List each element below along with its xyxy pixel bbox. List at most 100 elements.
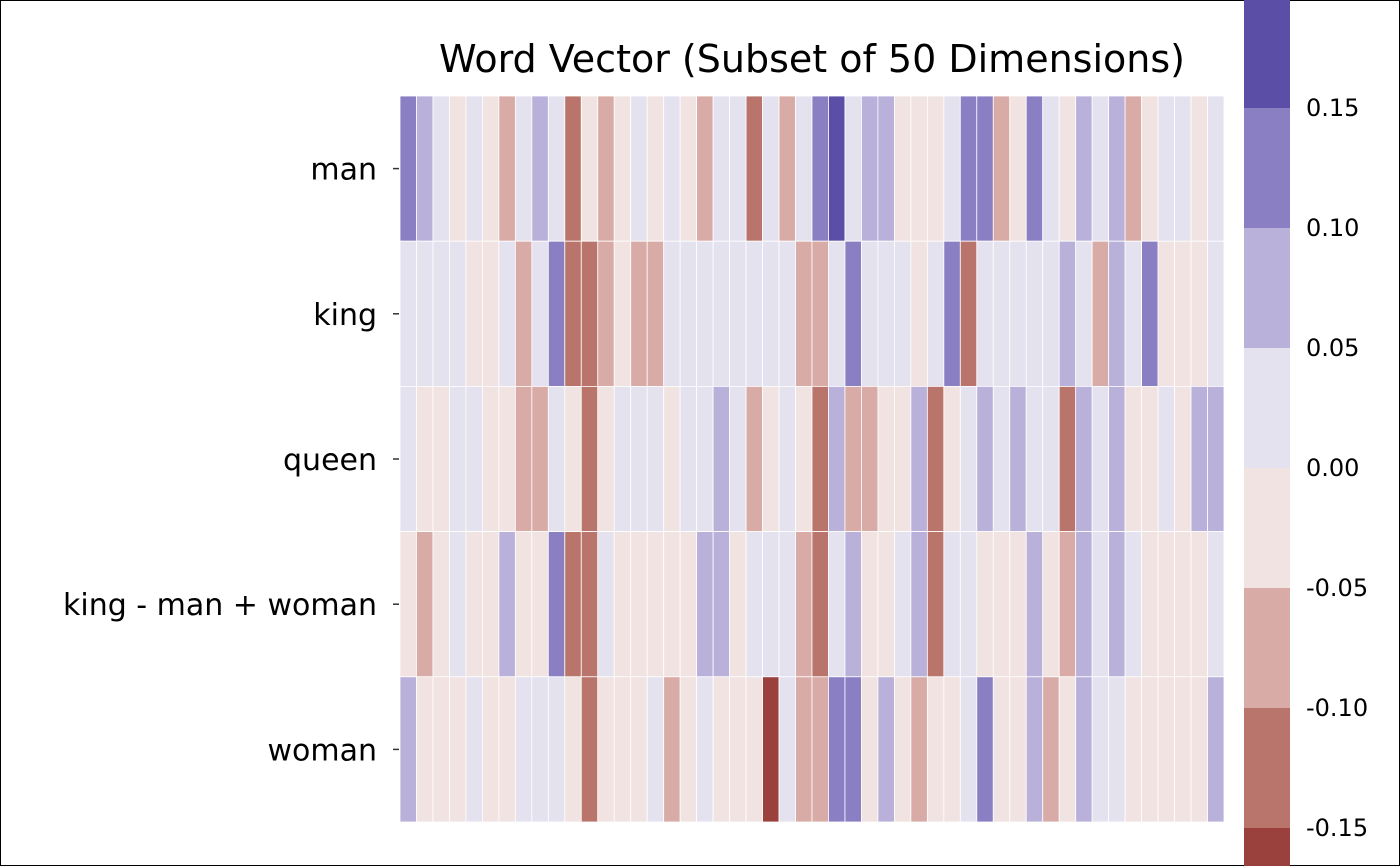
heatmap-cell — [1190, 531, 1208, 678]
heatmap-cell — [943, 240, 961, 387]
heatmap-cell — [514, 240, 533, 387]
heatmap-cell — [712, 240, 730, 387]
colorbar-tick-label: -0.10 — [1306, 694, 1368, 722]
heatmap-cell — [597, 531, 615, 678]
heatmap-cell — [416, 676, 434, 823]
heatmap-cell — [679, 676, 698, 823]
heatmap-cell — [811, 240, 829, 387]
heatmap-cell — [976, 95, 994, 242]
heatmap-cell — [1157, 676, 1175, 823]
heatmap-cell — [449, 531, 467, 678]
heatmap-cell — [696, 95, 714, 242]
heatmap-cell — [1058, 531, 1077, 678]
heatmap-cell — [976, 385, 994, 532]
heatmap-cell — [1174, 676, 1192, 823]
heatmap-cell — [795, 531, 813, 678]
heatmap-cell — [1207, 676, 1225, 823]
colorbar-tick-label: 0.15 — [1306, 94, 1359, 122]
colorbar-bin — [1244, 348, 1290, 468]
heatmap-cell — [449, 385, 467, 532]
heatmap-cell — [630, 385, 648, 532]
heatmap-cell — [696, 531, 714, 678]
heatmap-cell — [811, 95, 829, 242]
heatmap-cell — [597, 95, 615, 242]
heatmap-cell — [1025, 95, 1044, 242]
heatmap-cell — [416, 531, 434, 678]
heatmap-cell — [992, 531, 1011, 678]
heatmap-cell — [1075, 676, 1093, 823]
heatmap-cell — [943, 531, 961, 678]
heatmap-cell — [481, 95, 500, 242]
heatmap-cell — [580, 95, 599, 242]
heatmap-cell — [514, 531, 533, 678]
heatmap-cell — [646, 240, 665, 387]
heatmap-cell — [564, 95, 582, 242]
heatmap-cell — [943, 385, 961, 532]
heatmap-cell — [1108, 531, 1126, 678]
heatmap-cell — [877, 95, 895, 242]
heatmap-cell — [877, 676, 895, 823]
heatmap-cell — [1108, 240, 1126, 387]
heatmap-cell — [1009, 385, 1027, 532]
heatmap-cell — [861, 531, 879, 678]
heatmap-cell — [498, 385, 516, 532]
heatmap-cell — [399, 240, 417, 387]
heatmap-cell — [531, 385, 549, 532]
heatmap-cell — [449, 676, 467, 823]
heatmap-cell — [762, 531, 780, 678]
colorbar-tick-label: 0.05 — [1306, 334, 1359, 362]
heatmap-cell — [795, 95, 813, 242]
heatmap-cell — [1124, 95, 1142, 242]
heatmap-cell — [745, 676, 763, 823]
heatmap-cell — [663, 676, 681, 823]
heatmap-cell — [1141, 676, 1159, 823]
heatmap-cell — [613, 385, 632, 532]
heatmap-cell — [465, 95, 483, 242]
heatmap-cell — [597, 385, 615, 532]
heatmap-cell — [465, 385, 483, 532]
heatmap-cell — [778, 95, 796, 242]
heatmap-cell — [663, 385, 681, 532]
heatmap-cell — [894, 531, 912, 678]
heatmap-cell — [811, 531, 829, 678]
heatmap-cell — [1058, 240, 1077, 387]
heatmap-cell — [696, 240, 714, 387]
heatmap-cell — [1174, 240, 1192, 387]
heatmap-cell — [926, 531, 945, 678]
heatmap-cell — [778, 240, 796, 387]
heatmap-cell — [498, 676, 516, 823]
heatmap-cell — [630, 531, 648, 678]
heatmap-cell — [1058, 385, 1077, 532]
heatmap-cell — [514, 385, 533, 532]
heatmap-cell — [844, 95, 862, 242]
heatmap-cell — [613, 676, 632, 823]
row-label: queen — [283, 443, 377, 478]
heatmap-cell — [1157, 531, 1175, 678]
heatmap-cell — [432, 531, 450, 678]
heatmap-cell — [1042, 240, 1060, 387]
heatmap-cell — [1174, 95, 1192, 242]
heatmap-cell — [613, 95, 632, 242]
heatmap-cell — [712, 531, 730, 678]
row-labels: man king queen king - man + woman woman — [63, 153, 399, 768]
heatmap-cell — [646, 385, 665, 532]
heatmap-cell — [844, 531, 862, 678]
heatmap-cell — [1009, 240, 1027, 387]
heatmap-cell — [449, 240, 467, 387]
heatmap-cell — [861, 240, 879, 387]
heatmap-cell — [564, 385, 582, 532]
heatmap-cell — [729, 240, 747, 387]
heatmap-cell — [449, 95, 467, 242]
heatmap-cell — [1207, 95, 1225, 242]
heatmap-cell — [861, 95, 879, 242]
heatmap-cell — [597, 676, 615, 823]
heatmap-cell — [1207, 385, 1225, 532]
colorbar-tick-label: 0.00 — [1306, 454, 1359, 482]
colorbar-bin — [1244, 708, 1290, 828]
heatmap-cell — [465, 676, 483, 823]
heatmap-cell — [1124, 531, 1142, 678]
heatmap-cell — [844, 385, 862, 532]
heatmap-cell — [943, 95, 961, 242]
heatmap-cell — [1075, 240, 1093, 387]
heatmap-cell — [580, 676, 599, 823]
